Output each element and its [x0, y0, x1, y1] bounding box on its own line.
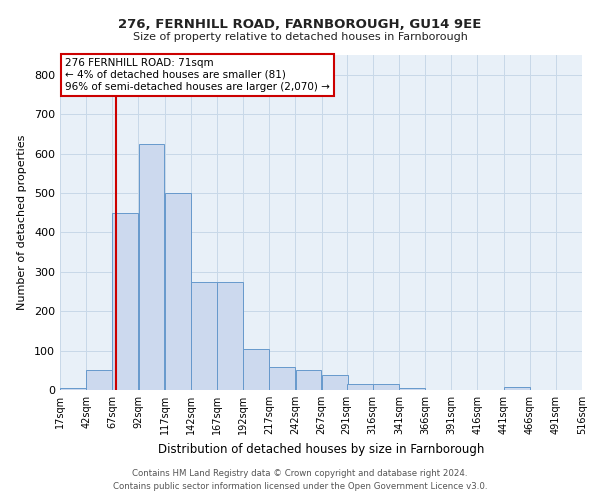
Bar	[60, 388, 86, 390]
Bar	[322, 375, 347, 390]
Y-axis label: Number of detached properties: Number of detached properties	[17, 135, 27, 310]
Bar	[243, 348, 269, 390]
Bar	[503, 387, 530, 390]
Bar	[296, 370, 322, 390]
Bar	[347, 384, 373, 390]
Bar	[399, 388, 425, 390]
Text: Contains HM Land Registry data © Crown copyright and database right 2024.
Contai: Contains HM Land Registry data © Crown c…	[113, 470, 487, 491]
Bar	[165, 193, 191, 390]
Bar	[86, 370, 112, 390]
Bar	[139, 144, 164, 390]
Bar	[217, 282, 243, 390]
Text: 276 FERNHILL ROAD: 71sqm
← 4% of detached houses are smaller (81)
96% of semi-de: 276 FERNHILL ROAD: 71sqm ← 4% of detache…	[65, 58, 330, 92]
X-axis label: Distribution of detached houses by size in Farnborough: Distribution of detached houses by size …	[158, 442, 484, 456]
Bar	[269, 367, 295, 390]
Bar	[112, 212, 139, 390]
Text: Size of property relative to detached houses in Farnborough: Size of property relative to detached ho…	[133, 32, 467, 42]
Text: 276, FERNHILL ROAD, FARNBOROUGH, GU14 9EE: 276, FERNHILL ROAD, FARNBOROUGH, GU14 9E…	[118, 18, 482, 30]
Bar	[191, 282, 217, 390]
Bar	[373, 384, 399, 390]
